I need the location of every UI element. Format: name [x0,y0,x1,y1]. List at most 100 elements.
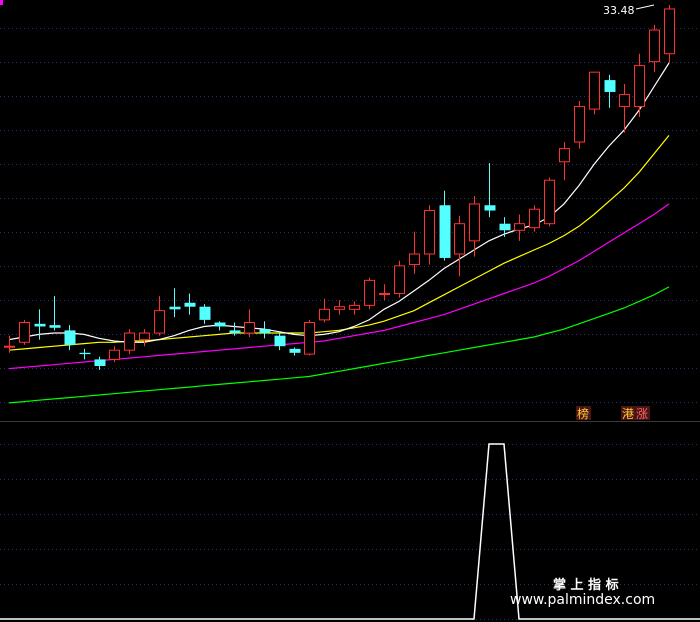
candle [199,304,211,324]
indicator-series [0,443,700,620]
candle-body [664,8,675,55]
candle-body [259,329,271,334]
candle [274,333,286,351]
badge-bang-box [576,406,591,420]
candle-body [469,203,480,242]
candle [364,277,375,310]
candle [544,177,555,227]
candle [124,329,135,355]
candle-body [169,306,181,310]
candle-body [349,304,360,310]
candle-body [334,306,345,310]
candle-body [589,71,600,110]
candle [499,217,511,237]
candle [529,205,540,232]
candle [634,53,645,117]
candle [559,142,570,181]
candle [574,101,585,149]
candle-body [634,65,645,107]
candle [214,321,226,331]
candle-body [4,345,15,348]
candle [319,298,330,323]
price-panel-grid [0,28,700,403]
candle [304,319,315,356]
candle-body [454,223,465,255]
candle [664,5,675,63]
badge-gang-zhang: 港 涨 [621,406,650,421]
badge-gang-zhang-box [621,406,650,420]
candle [94,356,106,370]
candle-body [529,208,540,229]
candle-body [229,330,241,334]
candle [469,196,480,257]
candle-body [34,323,46,327]
candle [184,293,196,315]
candle [64,325,76,351]
candle-body [274,335,286,347]
candle [289,347,301,356]
candle [514,214,525,241]
candle [139,329,150,347]
candle-body [64,330,76,345]
candle-body [424,210,435,255]
candle-body [289,348,301,353]
candle-body [94,359,106,366]
candle [34,309,46,340]
candle-body [574,105,585,143]
candle-body [319,308,330,321]
candle [4,335,15,353]
candle [19,319,30,345]
candle-body [439,205,451,258]
candle-body [124,332,135,351]
price-high-label: 33.48 [603,4,635,17]
badge-bang-text: 榜 [577,406,589,421]
candle [379,284,390,301]
candle-body [514,223,525,231]
candle-body [649,29,660,63]
ma60-line [8,286,670,404]
candle-body [79,352,91,355]
candlestick-series [4,5,675,370]
candle [154,296,165,336]
candle [109,346,120,363]
candle-body [154,310,165,334]
candle-body [184,302,196,307]
candle-body [604,80,616,92]
candle [424,205,435,265]
ma5-line [8,62,670,343]
watermark-url: www.palmindex.com [510,592,655,608]
candle [589,71,600,115]
candle-body [544,179,555,225]
candle [229,322,241,336]
candle-body [559,148,570,163]
candle [169,288,181,318]
candle [394,260,405,298]
candle [244,309,255,337]
candle [454,215,465,277]
corner-marker [0,0,3,5]
candle [484,163,496,218]
candle [619,84,630,133]
watermark-title: 掌 上 指 标 [553,577,619,593]
candle-body [364,279,375,306]
candle [334,300,345,315]
badge-gang-text: 港 [622,407,634,421]
candle-body [109,349,120,360]
candle [409,231,420,274]
price-high-arrow [635,4,655,10]
candle-body [49,325,61,328]
candle-body [199,306,211,320]
candle [79,348,91,360]
candle-body [19,322,30,343]
candle-body [379,293,390,296]
badge-zhang-text: 涨 [636,406,648,421]
candle [604,74,616,108]
candle-body [139,332,150,341]
candle [259,321,271,339]
candle-body [484,205,496,211]
badge-bang: 榜 [576,406,591,421]
candle-body [409,253,420,266]
candle [439,190,451,261]
candle [349,301,360,315]
